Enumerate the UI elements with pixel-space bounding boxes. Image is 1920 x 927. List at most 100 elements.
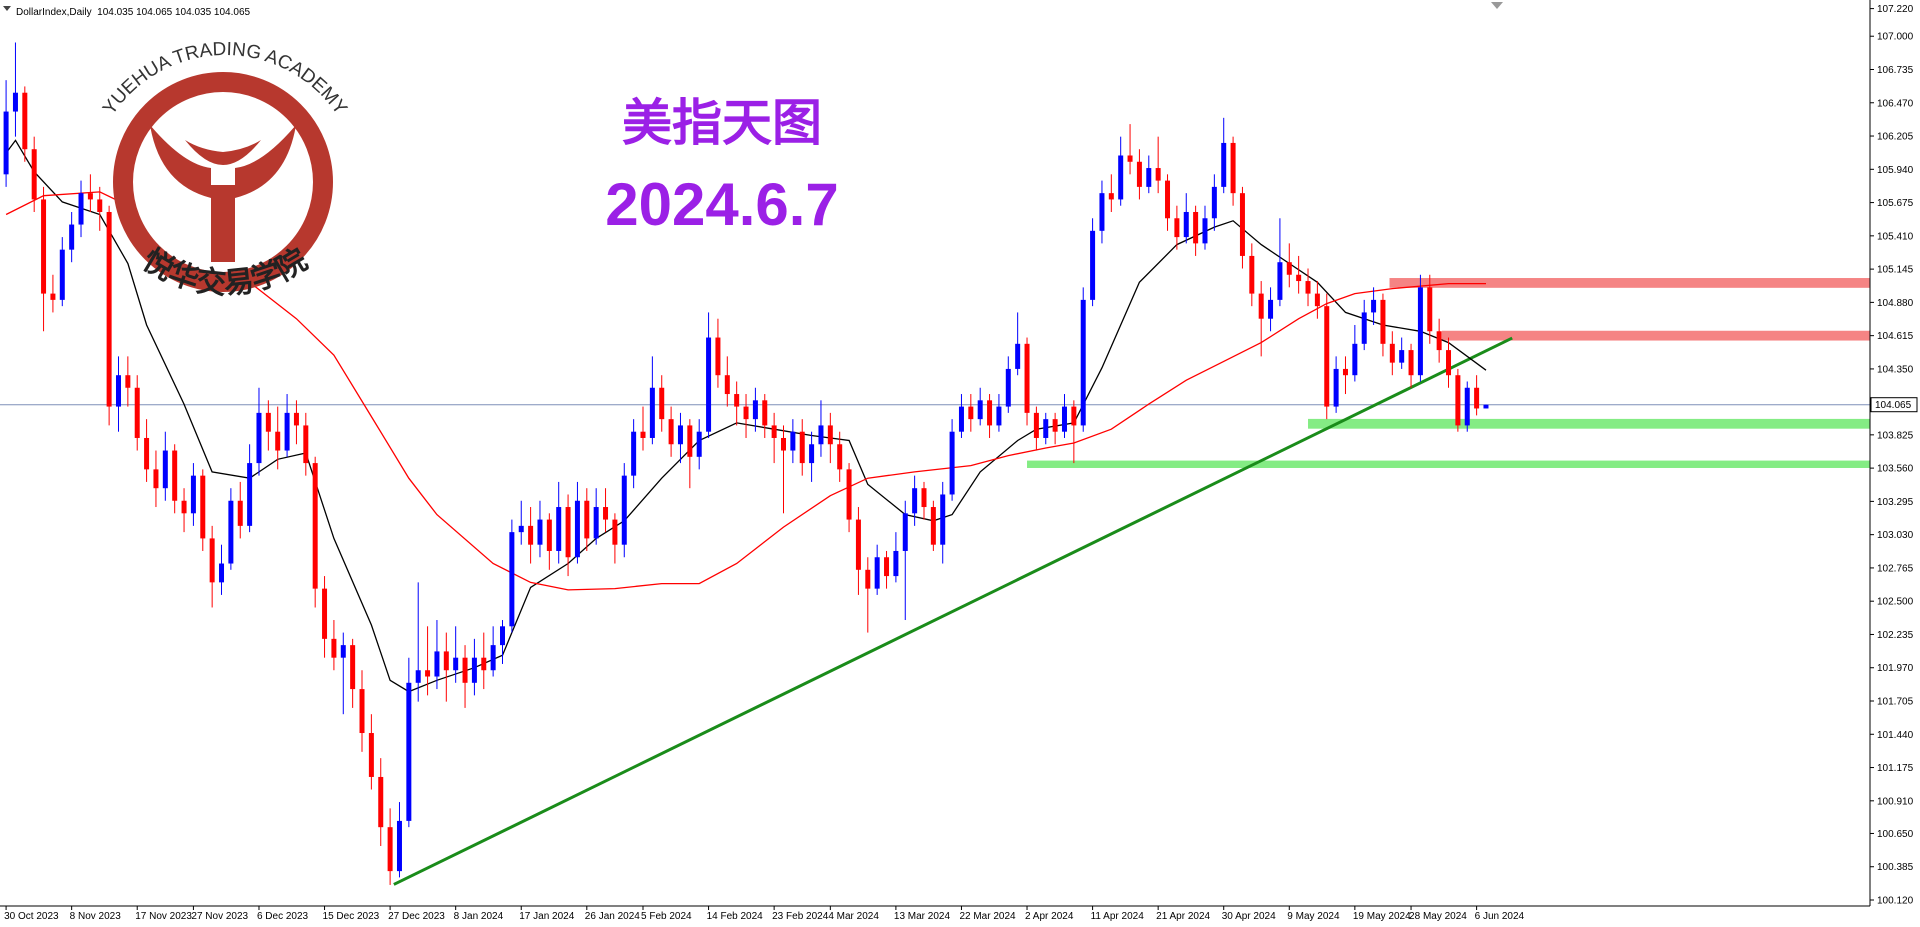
- y-tick-label: 103.030: [1877, 530, 1914, 541]
- x-tick-label: 6 Jun 2024: [1475, 911, 1525, 922]
- candle-body: [687, 425, 693, 457]
- candle-body: [153, 469, 159, 489]
- x-tick-label: 27 Dec 2023: [388, 911, 445, 922]
- candle-body: [1174, 218, 1180, 238]
- y-tick-label: 107.000: [1877, 32, 1914, 43]
- candle-body: [1296, 274, 1302, 282]
- candle-body: [987, 400, 993, 426]
- candle-body: [902, 513, 908, 551]
- candle-body: [771, 425, 777, 438]
- level-zone: [1389, 278, 1870, 288]
- candle-body: [1427, 287, 1433, 332]
- candle-body: [41, 199, 47, 294]
- candle-body: [434, 651, 440, 677]
- plot-area: [0, 42, 1870, 886]
- header: DollarIndex,Daily 104.035 104.065 104.03…: [16, 7, 251, 18]
- candle-body: [846, 469, 852, 520]
- candle-body: [256, 412, 262, 464]
- candle-body: [275, 431, 281, 451]
- candle-body: [1146, 168, 1152, 187]
- candle-body: [1333, 368, 1339, 407]
- x-tick-label: 28 May 2024: [1409, 911, 1467, 922]
- x-tick-label: 30 Oct 2023: [4, 911, 59, 922]
- candle-body: [303, 425, 309, 464]
- candle-body: [603, 507, 609, 520]
- candle-body: [415, 670, 421, 683]
- candle-body: [509, 532, 515, 627]
- candle-body: [621, 475, 627, 545]
- candle-body: [237, 500, 243, 526]
- candle-body: [884, 557, 890, 577]
- candle-body: [471, 657, 477, 683]
- candle-body: [284, 412, 290, 451]
- candle-body: [12, 92, 18, 112]
- candle-body: [640, 431, 646, 438]
- y-tick-label: 100.120: [1877, 896, 1914, 907]
- candle-body: [677, 425, 683, 445]
- candle-body: [87, 193, 93, 200]
- candle-body: [1268, 299, 1274, 319]
- candle-body: [78, 193, 84, 225]
- candle-body: [556, 507, 562, 551]
- x-tick-label: 14 Feb 2024: [707, 911, 764, 922]
- candle-body: [724, 375, 730, 395]
- candle-body: [181, 500, 187, 514]
- candle-body: [1342, 368, 1348, 376]
- candle-body: [406, 682, 412, 821]
- candle-body: [612, 519, 618, 545]
- candle-body: [631, 431, 637, 476]
- candle-body: [696, 431, 702, 457]
- candle-body: [331, 638, 337, 658]
- candle-body: [228, 500, 234, 564]
- candle-body: [1389, 343, 1395, 363]
- candle-body: [312, 463, 318, 589]
- candle-body: [1136, 161, 1142, 187]
- candle-body: [115, 375, 121, 407]
- candle-body: [1118, 155, 1124, 200]
- candle-body: [1080, 299, 1086, 426]
- candle-body: [1193, 211, 1199, 244]
- candle-body: [1024, 343, 1030, 413]
- candle-body: [977, 400, 983, 420]
- x-tick-label: 5 Feb 2024: [641, 911, 692, 922]
- candle-body: [106, 211, 112, 407]
- candle-body: [1052, 419, 1058, 432]
- candle-body: [1071, 406, 1077, 426]
- candle-body: [1211, 186, 1217, 219]
- candle-body: [172, 450, 178, 501]
- candle-body: [500, 626, 506, 646]
- y-tick-label: 106.735: [1877, 65, 1914, 76]
- candle-body: [837, 444, 843, 470]
- candle-body: [1230, 142, 1236, 194]
- candle-body: [1005, 368, 1011, 407]
- y-tick-label: 105.940: [1877, 165, 1914, 176]
- candle-body: [1127, 155, 1133, 162]
- candle-body: [200, 475, 206, 539]
- x-tick-label: 4 Mar 2024: [828, 911, 879, 922]
- candle-body: [59, 249, 65, 300]
- price-label: 104.065: [1875, 400, 1912, 411]
- y-tick-label: 107.220: [1877, 4, 1914, 15]
- candle-body: [50, 293, 56, 300]
- candle-body: [1033, 412, 1039, 438]
- candle-body: [1371, 299, 1377, 313]
- candle-body: [715, 337, 721, 376]
- x-tick-label: 23 Feb 2024: [772, 911, 829, 922]
- candle-body: [799, 431, 805, 464]
- logo-ring: [113, 72, 333, 292]
- candle-body: [574, 500, 580, 558]
- candle-body: [368, 733, 374, 777]
- x-tick-label: 11 Apr 2024: [1091, 911, 1145, 922]
- scroll-marker: [1491, 2, 1503, 9]
- candle-body: [340, 645, 346, 658]
- logo-emblem: [150, 125, 296, 262]
- subtitle: 2024.6.7: [605, 171, 839, 238]
- title: 美指天图: [622, 93, 822, 152]
- x-tick-label: 2 Apr 2024: [1025, 911, 1074, 922]
- y-tick-label: 104.615: [1877, 331, 1914, 342]
- candle-body: [949, 431, 955, 495]
- y-tick-label: 102.235: [1877, 630, 1914, 641]
- y-tick-label: 103.295: [1877, 497, 1914, 508]
- candle-body: [209, 538, 215, 583]
- candle-body: [190, 475, 196, 514]
